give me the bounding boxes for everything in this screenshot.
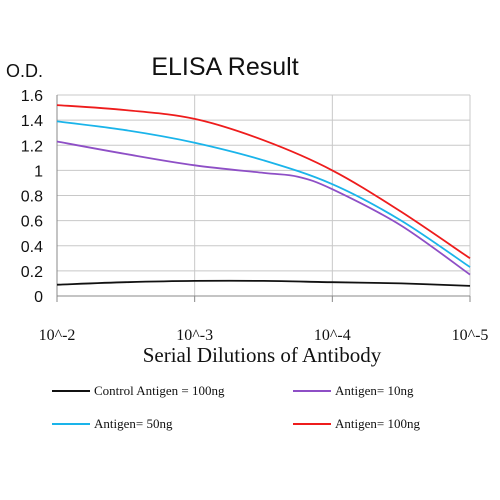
y-axis-label: O.D. (6, 61, 43, 81)
legend-label: Antigen= 50ng (94, 416, 173, 431)
x-tick-label: 10^-5 (452, 327, 489, 344)
x-tick-label: 10^-3 (176, 327, 213, 344)
legend-label: Antigen= 10ng (335, 383, 414, 398)
x-tick-label: 10^-4 (314, 327, 351, 344)
y-tick-label: 1.6 (21, 88, 43, 105)
y-tick-label: 1.2 (21, 138, 43, 155)
y-tick-label: 0.4 (21, 239, 43, 256)
axes (56, 95, 471, 302)
y-tick-label: 1.4 (21, 113, 43, 130)
x-tick-label: 10^-2 (39, 327, 76, 344)
chart-text: ELISA Result O.D. Serial Dilutions of An… (6, 53, 382, 367)
series-line-1 (56, 279, 471, 287)
grid (57, 94, 471, 296)
x-axis-label: Serial Dilutions of Antibody (143, 343, 382, 367)
series-line-3 (56, 120, 471, 268)
legend: Control Antigen = 100ng Antigen= 10ng Anti… (52, 383, 420, 431)
series-line-4 (56, 104, 471, 260)
y-tick-label: 0 (34, 289, 43, 306)
y-tick-label: 0.2 (21, 264, 43, 281)
chart-title: ELISA Result (151, 53, 298, 81)
series-lines (56, 104, 471, 287)
legend-label: Antigen= 100ng (335, 416, 420, 431)
legend-label: Control Antigen = 100ng (94, 383, 225, 398)
y-tick-label: 0.6 (21, 214, 43, 231)
series-line-2 (56, 140, 471, 276)
y-tick-label: 0.8 (21, 189, 43, 206)
y-tick-label: 1 (34, 163, 43, 180)
tick-labels: 0 0.2 0.4 0.6 0.8 1 1.2 1.4 1.6 10^-2 10^-3 10^-4 10… (21, 88, 489, 344)
